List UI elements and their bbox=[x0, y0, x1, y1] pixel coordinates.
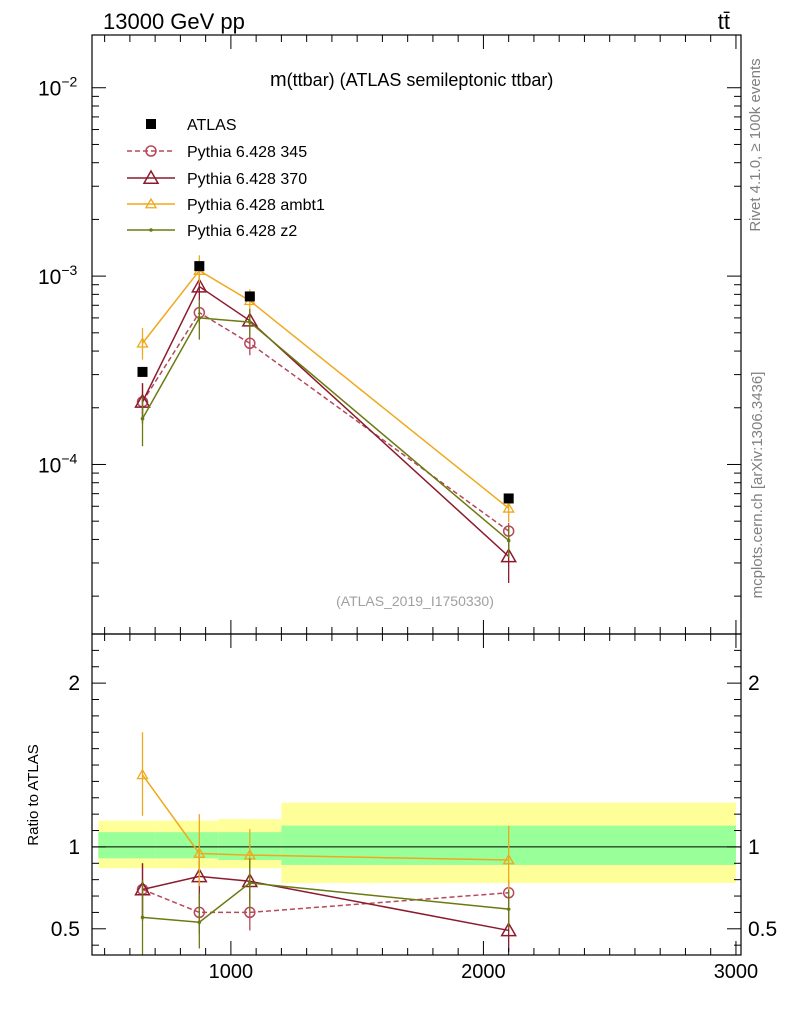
series-marker-1-3 bbox=[500, 547, 517, 563]
ratio-marker-2-0 bbox=[136, 768, 149, 780]
legend-label-data: ATLAS bbox=[187, 117, 237, 134]
legend-label-3: Pythia 6.428 z2 bbox=[187, 223, 297, 240]
ratio-tick-label-left-0.5: 0.5 bbox=[51, 918, 80, 941]
series-marker-0-2 bbox=[244, 337, 256, 350]
ratio-marker-2-3 bbox=[502, 853, 515, 865]
ratio-marker-3-0 bbox=[140, 915, 145, 920]
ratio-line-3 bbox=[142, 882, 509, 924]
series-marker-2-3 bbox=[502, 502, 515, 513]
ratio-bands bbox=[92, 802, 741, 883]
ratio-line-0 bbox=[142, 888, 509, 914]
y-tick-exponent: −2 bbox=[61, 74, 77, 90]
main-series bbox=[134, 255, 517, 583]
ratio-series bbox=[134, 732, 517, 955]
series-marker-3-0 bbox=[140, 416, 145, 421]
data-point-2 bbox=[244, 291, 255, 302]
ratio-marker-2-1 bbox=[193, 847, 206, 858]
series-0 bbox=[136, 302, 515, 541]
x-tick-label-3000: 3000 bbox=[714, 961, 759, 983]
legend-label-0: Pythia 6.428 345 bbox=[187, 144, 307, 161]
ratio-marker-1-3 bbox=[500, 921, 517, 937]
legend-marker-2 bbox=[144, 197, 158, 209]
chart-title-prefix: m bbox=[270, 69, 287, 91]
y-tick-exponent: −3 bbox=[61, 262, 77, 278]
ratio-tick-label-right-2: 2 bbox=[748, 672, 760, 695]
series-marker-3-1 bbox=[197, 316, 202, 320]
ratio-series-2 bbox=[136, 732, 515, 895]
series-1 bbox=[134, 275, 517, 583]
y-tick-base: 10 bbox=[38, 454, 61, 477]
ratio-tick-label-right-0.5: 0.5 bbox=[748, 918, 777, 941]
process-label: tt̄ bbox=[718, 9, 730, 34]
ratio-frame bbox=[91, 633, 742, 956]
y-tick-exponent: −4 bbox=[61, 450, 77, 466]
data-points bbox=[137, 261, 514, 504]
rivet-label: Rivet 4.1.0, ≥ 100k events bbox=[747, 58, 764, 231]
y-tick-label--4: 10−4 bbox=[38, 450, 78, 477]
analysis-id: (ATLAS_2019_I1750330) bbox=[336, 593, 494, 609]
legend: ATLAS Pythia 6.428 345 Pythia 6.428 370 Pyt… bbox=[127, 117, 325, 240]
ratio-series-3 bbox=[140, 858, 511, 955]
ratio-marker-3-2 bbox=[248, 881, 252, 885]
series-line-1 bbox=[141, 285, 510, 557]
y-tick-label--3: 10−3 bbox=[38, 262, 78, 289]
chart-title: m(ttbar) (ATLAS semileptonic ttbar) bbox=[270, 69, 553, 91]
legend-marker-data bbox=[146, 119, 156, 129]
series-2 bbox=[136, 255, 515, 522]
ratio-marker-3-3 bbox=[506, 907, 511, 911]
ratio-ylabel: Ratio to ATLAS bbox=[25, 744, 42, 845]
series-marker-2-0 bbox=[136, 336, 149, 348]
x-tick-label-2000: 2000 bbox=[461, 961, 506, 983]
series-marker-3-2 bbox=[248, 320, 252, 324]
ratio-marker-3-1 bbox=[197, 920, 202, 925]
series-line-2 bbox=[141, 269, 510, 509]
data-point-0 bbox=[137, 366, 148, 377]
data-point-1 bbox=[194, 261, 205, 272]
y-tick-base: 10 bbox=[38, 266, 61, 289]
y-tick-base: 10 bbox=[38, 78, 61, 101]
legend-marker-3 bbox=[149, 228, 153, 232]
x-tick-label-1000: 1000 bbox=[209, 961, 254, 983]
legend-marker-1 bbox=[142, 169, 160, 184]
ratio-tick-label-left-2: 2 bbox=[68, 672, 80, 695]
ratio-line-2 bbox=[141, 774, 509, 861]
ratio-line-1 bbox=[142, 875, 509, 932]
series-line-0 bbox=[141, 311, 510, 532]
legend-marker-0 bbox=[145, 145, 157, 157]
series-line-3 bbox=[141, 317, 510, 542]
series-marker-3-3 bbox=[506, 538, 511, 543]
ratio-band-inner-0 bbox=[98, 832, 156, 859]
data-point-3 bbox=[503, 493, 514, 504]
ratio-tick-label-left-1: 1 bbox=[68, 836, 80, 859]
legend-label-2: Pythia 6.428 ambt1 bbox=[187, 197, 325, 214]
series-marker-1-1 bbox=[191, 278, 208, 293]
chart-title-suffix: (ttbar) (ATLAS semileptonic ttbar) bbox=[287, 70, 554, 90]
legend-label-1: Pythia 6.428 370 bbox=[187, 171, 307, 188]
series-3 bbox=[140, 299, 511, 558]
ratio-tick-label-right-1: 1 bbox=[748, 836, 760, 859]
y-tick-label--2: 10−2 bbox=[38, 74, 78, 101]
collision-label: 13000 GeV pp bbox=[103, 9, 245, 34]
mcplots-label: mcplots.cern.ch [arXiv:1306.3436] bbox=[749, 372, 766, 599]
